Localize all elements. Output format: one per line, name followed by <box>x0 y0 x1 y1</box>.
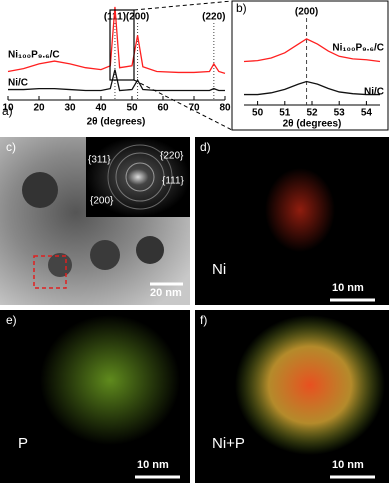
annotation: (200) <box>126 12 149 23</box>
x-tick-label: 70 <box>188 103 200 114</box>
x-tick-label: 51 <box>279 108 291 119</box>
scale-label: 10 nm <box>332 282 364 294</box>
x-tick-label: 54 <box>361 108 373 119</box>
series-name: Ni/C <box>8 78 28 89</box>
particle <box>22 172 58 208</box>
overlay-signal <box>235 315 385 455</box>
x-tick-label: 80 <box>219 103 231 114</box>
element-label: P <box>18 435 28 452</box>
x-axis-label: 2θ (degrees) <box>283 119 342 130</box>
scale-label: 10 nm <box>137 459 169 471</box>
element-label: Ni <box>212 261 226 278</box>
ring <box>125 162 155 192</box>
series-line <box>243 38 381 63</box>
selection-box <box>33 255 67 289</box>
annotation: (200) <box>295 7 318 18</box>
panel-label: b) <box>236 1 247 15</box>
ring <box>107 144 173 210</box>
annotation: (111) <box>104 12 126 23</box>
panel-label: c) <box>6 140 16 154</box>
x-tick-label: 40 <box>95 103 107 114</box>
panel-label: e) <box>6 313 17 327</box>
x-tick-label: 50 <box>126 103 138 114</box>
panel-label: a) <box>2 104 13 118</box>
ring-label: {220} <box>160 151 184 162</box>
ring-label: {200} <box>90 196 114 207</box>
x-tick-label: 50 <box>252 108 264 119</box>
x-tick-label: 30 <box>64 103 76 114</box>
zoom-box <box>109 9 135 81</box>
x-tick-label: 52 <box>306 108 318 119</box>
x-tick-label: 53 <box>334 108 346 119</box>
ring <box>115 152 165 202</box>
element-label: Ni+P <box>212 435 245 452</box>
saed-inset <box>86 137 190 217</box>
annotation: (220) <box>202 12 225 23</box>
scale-label: 10 nm <box>332 459 364 471</box>
panel-label: d) <box>200 140 211 154</box>
series-name: Ni₁₀₀P₉.₆/C <box>8 50 60 61</box>
series-line <box>7 6 226 75</box>
zoom-link <box>133 0 233 11</box>
series-name: Ni₁₀₀P₉.₆/C <box>332 43 384 54</box>
p-signal <box>40 315 180 445</box>
zoom-link <box>133 79 233 131</box>
x-tick-label: 20 <box>33 103 45 114</box>
x-axis-label: 2θ (degrees) <box>87 117 146 128</box>
series-line <box>8 69 225 92</box>
panel-label: f) <box>200 313 207 327</box>
series-line <box>244 80 380 96</box>
ring-label: {111} <box>162 176 185 187</box>
ni-signal <box>265 168 335 252</box>
x-tick-label: 60 <box>157 103 169 114</box>
x-tick-label: 10 <box>2 103 14 114</box>
particle <box>136 236 164 264</box>
panel-b-frame <box>231 0 389 131</box>
scale-label: 20 nm <box>150 287 182 299</box>
ring-label: {311} <box>88 155 111 166</box>
series-name: Ni/C <box>364 87 384 98</box>
particle <box>90 240 120 270</box>
